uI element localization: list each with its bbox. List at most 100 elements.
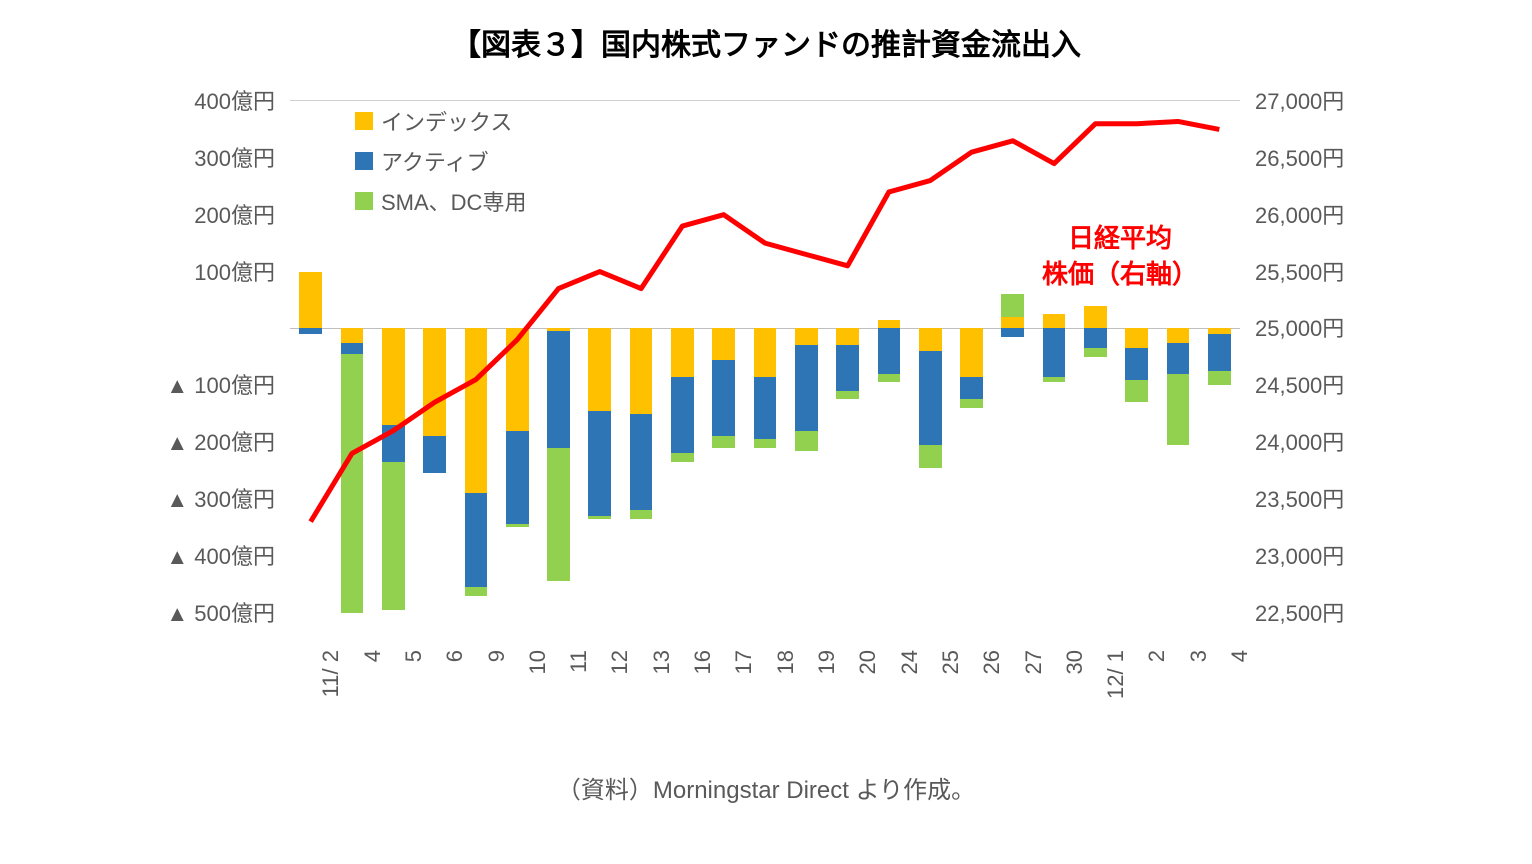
- bar-group: [1001, 101, 1024, 640]
- bar-seg-active: [341, 343, 364, 354]
- bar-seg-active: [671, 377, 694, 454]
- legend-item: SMA、DC専用: [355, 185, 526, 217]
- legend-item: インデックス: [355, 105, 526, 137]
- bar-seg-index: [1084, 306, 1107, 329]
- bar-seg-active: [878, 328, 901, 373]
- x-tick: 11/ 2: [318, 650, 344, 697]
- x-tick: 10: [525, 650, 551, 674]
- x-tick: 30: [1062, 650, 1088, 674]
- x-tick: 4: [360, 650, 386, 662]
- bar-seg-index: [671, 328, 694, 376]
- y-right-tick: 23,500円: [1255, 482, 1344, 514]
- bar-group: [671, 101, 694, 640]
- y-axis-left: 400億円300億円200億円100億円▲ 100億円▲ 200億円▲ 300億…: [20, 100, 275, 640]
- bar-seg-active: [1043, 328, 1066, 376]
- bar-group: [712, 101, 735, 640]
- bar-seg-index: [960, 328, 983, 376]
- legend: インデックスアクティブ SMA、DC専用: [355, 105, 526, 225]
- bar-seg-sma: [547, 448, 570, 582]
- y-left-tick: 100億円: [194, 255, 275, 287]
- x-tick: 5: [401, 650, 427, 662]
- x-tick: 24: [897, 650, 923, 674]
- x-tick: 9: [484, 650, 510, 662]
- x-tick: 3: [1186, 650, 1212, 662]
- bar-seg-index: [341, 328, 364, 342]
- bar-seg-active: [547, 331, 570, 448]
- bar-seg-sma: [712, 436, 735, 447]
- bar-seg-active: [919, 351, 942, 445]
- bar-seg-sma: [671, 453, 694, 462]
- bar-seg-sma: [919, 445, 942, 468]
- x-tick: 11: [566, 650, 592, 673]
- x-tick: 18: [773, 650, 799, 674]
- bar-seg-index: [630, 328, 653, 413]
- bar-seg-index: [465, 328, 488, 493]
- bar-group: [878, 101, 901, 640]
- bar-seg-active: [1084, 328, 1107, 348]
- bar-seg-active: [506, 431, 529, 525]
- bar-seg-active: [630, 414, 653, 511]
- bar-seg-index: [382, 328, 405, 425]
- bar-seg-index: [506, 328, 529, 430]
- bar-seg-active: [836, 345, 859, 390]
- x-tick: 13: [649, 650, 675, 674]
- x-tick: 20: [855, 650, 881, 674]
- legend-item: アクティブ: [355, 145, 526, 177]
- bar-seg-sma: [878, 374, 901, 383]
- bar-group: [795, 101, 818, 640]
- x-tick: 6: [442, 650, 468, 662]
- bar-seg-index: [299, 272, 322, 329]
- bar-seg-sma: [795, 431, 818, 451]
- bar-seg-active: [1208, 334, 1231, 371]
- bar-seg-sma: [382, 462, 405, 610]
- bar-seg-index: [588, 328, 611, 410]
- y-right-tick: 25,000円: [1255, 311, 1344, 343]
- bar-seg-active: [754, 377, 777, 440]
- bar-group: [1167, 101, 1190, 640]
- bar-seg-sma: [506, 524, 529, 527]
- bar-group: [919, 101, 942, 640]
- bar-seg-index: [423, 328, 446, 436]
- y-right-tick: 22,500円: [1255, 596, 1344, 628]
- y-right-tick: 26,000円: [1255, 198, 1344, 230]
- bar-seg-sma: [1125, 380, 1148, 403]
- bar-group: [836, 101, 859, 640]
- y-right-tick: 24,000円: [1255, 425, 1344, 457]
- y-right-tick: 23,000円: [1255, 539, 1344, 571]
- legend-swatch: [355, 152, 373, 170]
- y-right-tick: 25,500円: [1255, 255, 1344, 287]
- bar-group: [588, 101, 611, 640]
- y-right-tick: 26,500円: [1255, 141, 1344, 173]
- bar-seg-sma: [960, 399, 983, 408]
- bar-seg-active: [423, 436, 446, 473]
- bar-group: [960, 101, 983, 640]
- bar-seg-sma: [1167, 374, 1190, 445]
- x-axis: 11/ 24569101112131617181920242526273012/…: [290, 650, 1240, 770]
- y-left-tick: 400億円: [194, 84, 275, 116]
- bar-seg-active: [299, 328, 322, 334]
- bar-seg-sma: [836, 391, 859, 400]
- bar-seg-index: [1043, 314, 1066, 328]
- bar-seg-sma: [1001, 294, 1024, 317]
- bar-seg-active: [1125, 348, 1148, 379]
- bar-seg-index: [1125, 328, 1148, 348]
- legend-swatch: [355, 192, 373, 210]
- bar-group: [1125, 101, 1148, 640]
- x-tick: 2: [1144, 650, 1170, 662]
- y-left-tick: 200億円: [194, 198, 275, 230]
- bar-group: [1208, 101, 1231, 640]
- x-tick: 26: [979, 650, 1005, 674]
- bar-seg-index: [919, 328, 942, 351]
- x-tick: 12: [607, 650, 633, 674]
- y-left-tick: ▲ 400億円: [166, 539, 275, 571]
- bar-seg-sma: [630, 510, 653, 519]
- x-tick: 27: [1021, 650, 1047, 674]
- bar-seg-sma: [754, 439, 777, 448]
- bar-seg-sma: [341, 354, 364, 613]
- bar-seg-active: [712, 360, 735, 437]
- bar-seg-sma: [588, 516, 611, 519]
- bar-seg-active: [588, 411, 611, 516]
- x-tick: 12/ 1: [1103, 650, 1129, 699]
- bar-seg-index: [754, 328, 777, 376]
- bar-seg-index: [1167, 328, 1190, 342]
